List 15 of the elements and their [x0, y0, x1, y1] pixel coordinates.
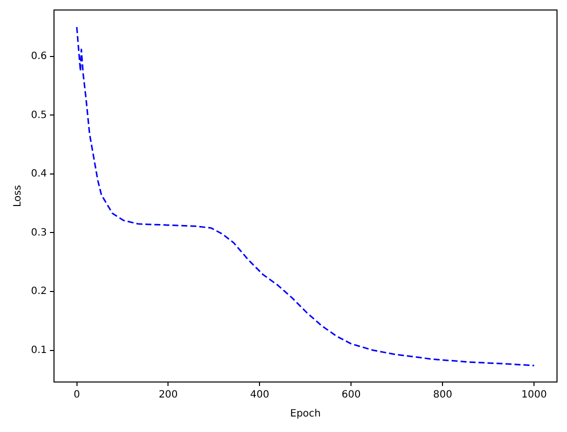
y-tick-label: 0.6 [30, 51, 47, 62]
y-tick-label: 0.5 [30, 110, 47, 121]
y-tick-label: 0.2 [30, 286, 47, 298]
y-tick-label: 0.3 [30, 227, 47, 238]
x-axis-title: Epoch [290, 408, 321, 420]
x-tick-label: 600 [342, 390, 361, 401]
x-tick-label: 1000 [521, 390, 547, 401]
x-tick-label: 800 [433, 390, 452, 401]
y-tick-label: 0.1 [30, 344, 47, 356]
x-tick-label: 200 [158, 390, 178, 401]
x-tick-label: 0 [74, 390, 80, 401]
y-axis-title: Loss [12, 185, 24, 207]
line-series [76, 26, 535, 366]
y-tick-label: 0.4 [30, 168, 47, 180]
x-tick-label: 400 [250, 390, 270, 401]
